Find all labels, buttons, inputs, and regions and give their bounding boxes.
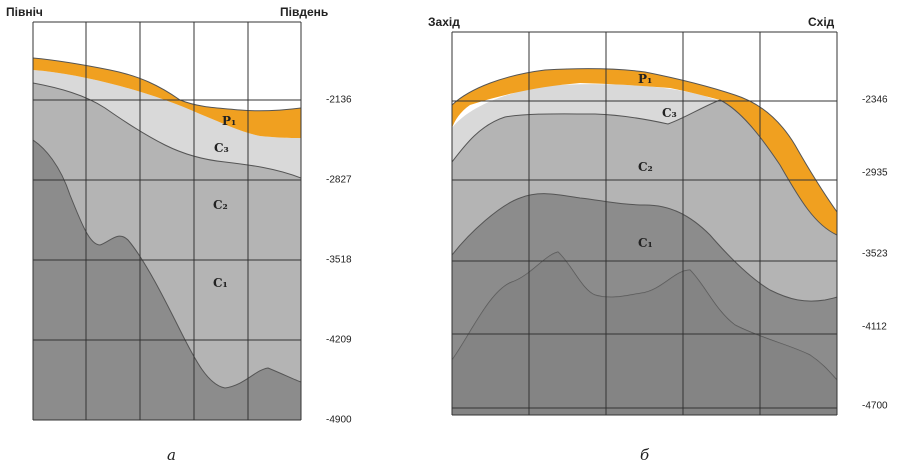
left-depth-label: -4209 <box>326 334 352 346</box>
layer-label-c1-left: C₁ <box>213 276 228 290</box>
layer-c1-left <box>33 140 301 420</box>
left-grid <box>32 21 302 421</box>
left-depth-label: -2136 <box>326 94 352 106</box>
layer-p1-left <box>33 58 301 138</box>
layer-c3-right <box>452 84 720 162</box>
left-depth-label: -3518 <box>326 254 352 266</box>
left-depth-label: -2827 <box>326 174 352 186</box>
layer-c3-left <box>33 70 301 178</box>
right-depth-label: -3523 <box>862 248 888 260</box>
right-grid <box>451 31 838 416</box>
right-depth-label: -4700 <box>862 400 888 412</box>
layer-label-c2-left: C₂ <box>213 198 228 212</box>
right-depth-label: -2935 <box>862 167 888 179</box>
layer-label-p1-right: P₁ <box>638 72 653 86</box>
layer-label-c3-right: C₃ <box>662 106 677 120</box>
west-label: Захід <box>428 15 460 29</box>
caption-b: б <box>640 446 650 464</box>
layer-label-c3-left: C₃ <box>214 141 229 155</box>
caption-a: а <box>167 446 176 464</box>
right-depth-label: -2346 <box>862 94 888 106</box>
north-label: Північ <box>6 5 43 19</box>
layer-p1-right <box>452 68 837 235</box>
layer-label-c1-right: C₁ <box>638 236 653 250</box>
left-depth-label: -4900 <box>326 414 352 426</box>
layer-c2-right <box>452 100 837 302</box>
east-label: Схід <box>808 15 835 29</box>
layer-label-c2-right: C₂ <box>638 160 653 174</box>
layer-label-p1-left: P₁ <box>222 114 237 128</box>
layer-c2-left <box>33 83 301 388</box>
south-label: Південь <box>280 5 329 19</box>
right-depth-label: -4112 <box>862 321 887 333</box>
